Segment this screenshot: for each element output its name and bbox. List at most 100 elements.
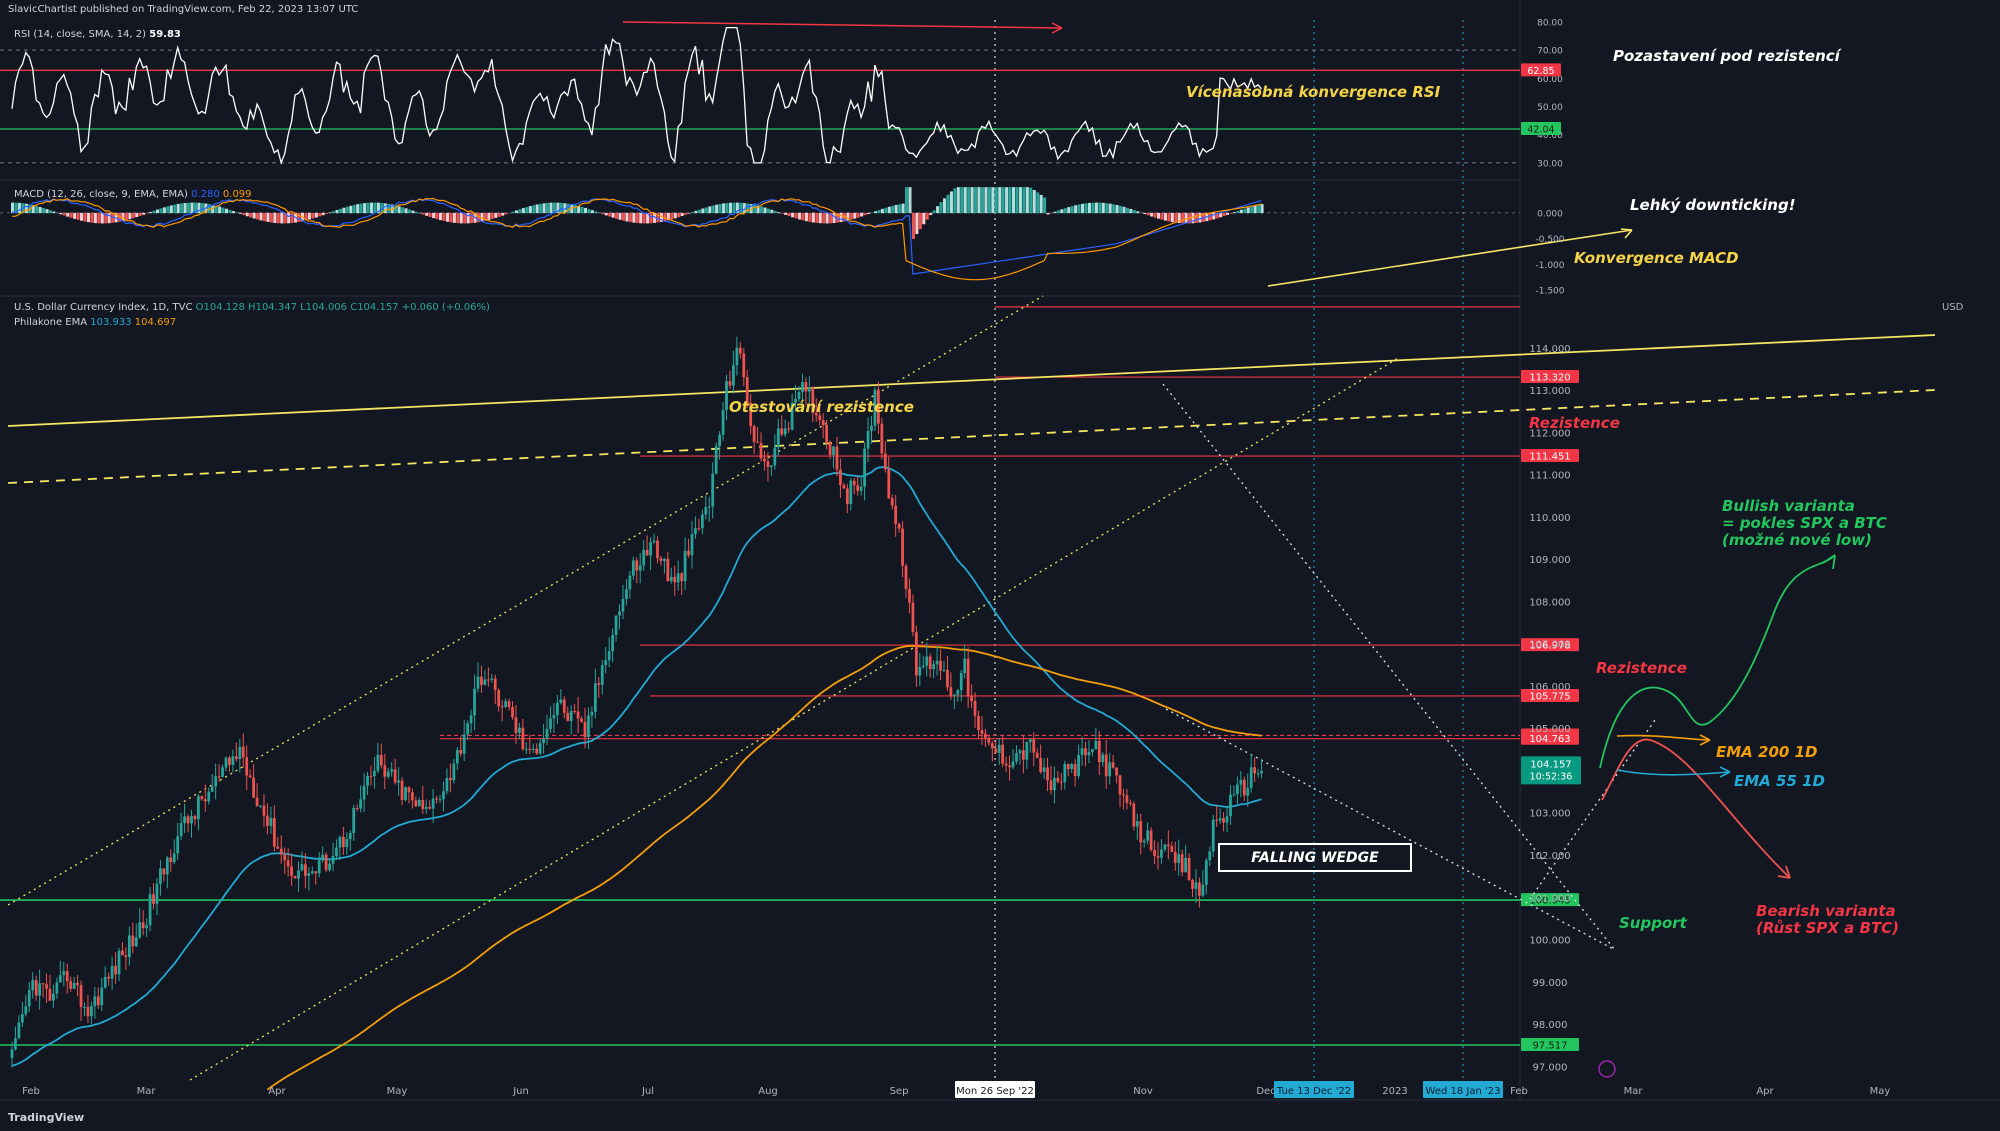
macd-histogram-bar xyxy=(138,212,142,216)
macd-histogram-bar xyxy=(349,205,353,214)
macd-histogram-bar xyxy=(356,204,360,214)
ema200-value: 104.697 xyxy=(134,317,177,328)
candle-body xyxy=(245,757,249,776)
time-tick-label-12: Mar xyxy=(1624,1086,1644,1097)
candle-body xyxy=(1108,762,1112,777)
bullish-line-2: = pokles SPX a BTC xyxy=(1722,514,1887,532)
macd-histogram-bar xyxy=(1160,212,1164,220)
candle-body xyxy=(1094,740,1098,750)
macd-histogram-bar xyxy=(587,209,591,214)
time-tick-label-9: Dec xyxy=(1256,1086,1275,1097)
macd-histogram-bar xyxy=(1243,208,1247,214)
macd-histogram-bar xyxy=(787,212,791,217)
macd-histogram-bar xyxy=(597,212,601,214)
candle-body xyxy=(335,847,338,857)
candle-body xyxy=(1008,765,1011,768)
candle-body xyxy=(1149,830,1153,851)
macd-histogram-bar xyxy=(266,212,270,222)
candle-body xyxy=(946,669,949,688)
macd-histogram-bar xyxy=(725,203,729,214)
candle-body xyxy=(17,1022,21,1039)
candle-body xyxy=(290,866,293,876)
macd-histogram-bar xyxy=(608,212,612,217)
candle-body xyxy=(300,864,304,871)
macd-histogram-bar xyxy=(14,202,18,214)
price-tick-label-7: 107.000 xyxy=(1529,640,1570,651)
macd-histogram-bar xyxy=(380,202,384,214)
macd-histogram-bar xyxy=(1139,212,1143,214)
macd-histogram-bar xyxy=(621,212,626,221)
macd-histogram-bar xyxy=(466,212,470,224)
candle-body xyxy=(1253,767,1257,774)
candle-body xyxy=(431,798,435,809)
candle-body xyxy=(504,701,507,707)
candle-body xyxy=(1004,763,1008,766)
macd-histogram-bar xyxy=(42,208,46,214)
candle-body xyxy=(262,805,266,816)
macd-histogram-bar xyxy=(1008,187,1012,214)
candle-body xyxy=(217,776,221,778)
ema55-arrow-path xyxy=(1616,769,1731,776)
candle-body xyxy=(1073,764,1077,777)
candle-body xyxy=(1035,752,1039,759)
candle-body xyxy=(763,458,766,462)
bearish-line-2: (Růst SPX a BTC) xyxy=(1756,919,1900,937)
candle-body xyxy=(980,730,984,734)
macd-histogram-bar xyxy=(704,207,708,214)
macd-histogram-bar xyxy=(649,212,653,224)
macd-histogram-bar xyxy=(801,212,805,221)
candle-body xyxy=(162,868,166,875)
macd-histogram-bar xyxy=(760,206,764,214)
price-tick-label-8: 106.000 xyxy=(1529,682,1570,693)
candle-body xyxy=(770,465,773,468)
rsi-tick-label-0: 80.00 xyxy=(1537,19,1563,29)
macd-histogram-bar xyxy=(149,211,153,214)
candle-body xyxy=(1011,761,1015,768)
macd-histogram-bar xyxy=(369,202,374,214)
macd-histogram-bar xyxy=(1077,204,1081,214)
macd-histogram-bar xyxy=(476,212,481,223)
candle-body xyxy=(773,447,777,466)
macd-histogram-bar xyxy=(601,212,605,215)
macd-histogram-bar xyxy=(249,212,253,218)
candle-body xyxy=(20,1014,24,1023)
candle-body xyxy=(1218,818,1222,821)
candle-body xyxy=(707,506,711,508)
time-marker-label-2: Wed 18 Jan '23 xyxy=(1426,1086,1501,1097)
candle-body xyxy=(597,683,601,685)
macd-histogram-bar xyxy=(880,208,884,214)
macd-histogram-bar xyxy=(518,209,522,214)
macd-histogram-bar xyxy=(432,212,436,219)
candle-body xyxy=(117,950,121,975)
macd-histogram-bar xyxy=(1115,204,1119,214)
macd-histogram-bar xyxy=(1046,212,1050,215)
macd-histogram-bar xyxy=(946,194,950,214)
macd-histogram-bar xyxy=(394,205,398,214)
candle-body xyxy=(186,816,190,824)
candle-body xyxy=(165,857,169,875)
rsi-resistance-note: Pozastavení pod rezistencí xyxy=(1613,47,1840,65)
macd-histogram-bar xyxy=(442,212,446,221)
candle-body xyxy=(590,711,594,716)
macd-histogram-bar xyxy=(131,212,135,219)
macd-histogram-bar xyxy=(124,212,128,221)
candle-body xyxy=(1156,856,1160,858)
candle-body xyxy=(307,873,311,876)
candle-body xyxy=(86,1006,90,1017)
price-tick-label-3: 111.000 xyxy=(1529,471,1570,482)
macd-histogram-bar xyxy=(1015,187,1019,214)
macd-histogram-bar xyxy=(742,203,746,214)
macd-histogram-bar xyxy=(59,212,63,215)
candle-body xyxy=(1001,744,1005,764)
macd-histogram-bar xyxy=(1167,212,1171,222)
macd-histogram-bar xyxy=(594,211,598,214)
macd-histogram-bar xyxy=(1112,204,1116,214)
bearish-scenario-note: Bearish varianta (Růst SPX a BTC) xyxy=(1756,903,1899,937)
rsi-divergence-arrowhead xyxy=(1051,22,1063,34)
candle-body xyxy=(500,706,504,708)
resistance-label-lower: Rezistence xyxy=(1596,659,1687,677)
last-price-label: 104.157 xyxy=(1530,759,1571,770)
currency-label: USD xyxy=(1942,302,1964,313)
ema55-note: EMA 55 1D xyxy=(1734,772,1825,790)
candle-body xyxy=(52,993,55,1001)
